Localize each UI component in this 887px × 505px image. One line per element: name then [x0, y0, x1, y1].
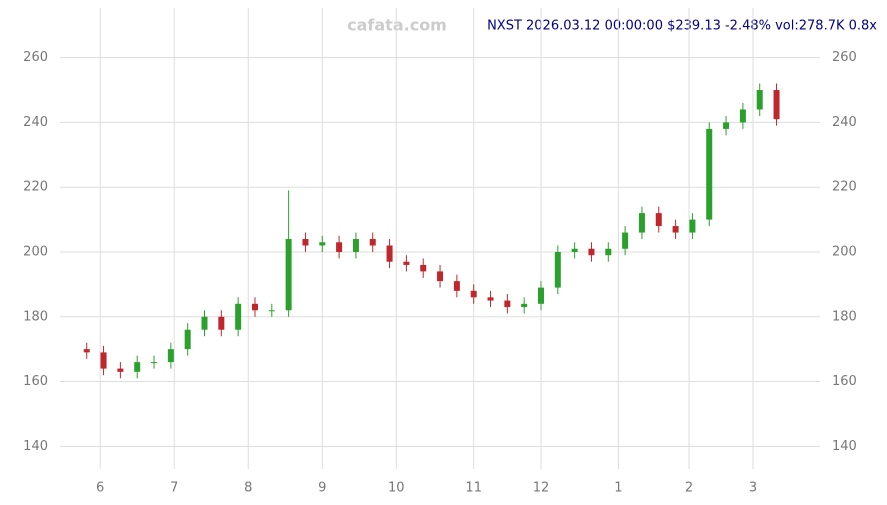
candle-body [117, 368, 124, 372]
candle-body [285, 239, 292, 311]
x-tick-label: 1 [614, 481, 622, 496]
candle-body [571, 248, 578, 252]
y-tick-label-right: 240 [832, 115, 857, 130]
chart-title: NXST 2026.03.12 00:00:00 $239.13 -2.48% … [487, 19, 877, 34]
y-tick-label: 240 [23, 115, 48, 130]
candle-body [487, 297, 494, 301]
candle-body [521, 303, 528, 308]
candle-body [605, 248, 612, 256]
candle-body [638, 213, 645, 233]
candle-body [319, 242, 326, 246]
y-tick-label-right: 160 [832, 374, 857, 389]
candle-body [706, 128, 713, 220]
candle-body [588, 248, 595, 256]
candle-body [437, 271, 444, 282]
y-tick-label-right: 220 [832, 180, 857, 195]
candle-body [689, 219, 696, 233]
candle-body [773, 90, 780, 120]
candle-body [184, 329, 191, 350]
y-tick-label: 260 [23, 50, 48, 65]
candle-body [235, 303, 242, 330]
candle-body [723, 122, 730, 129]
y-tick-label-right: 260 [832, 50, 857, 65]
y-tick-label-right: 200 [832, 244, 857, 259]
candle-body [268, 310, 275, 312]
y-tick-label: 220 [23, 180, 48, 195]
candle-body [369, 239, 376, 246]
y-tick-label: 160 [23, 374, 48, 389]
y-tick-label: 180 [23, 309, 48, 324]
candle-body [739, 109, 746, 123]
x-tick-label: 7 [170, 481, 178, 496]
candle-body [352, 239, 359, 252]
candle-body [201, 316, 208, 330]
y-tick-label: 140 [23, 439, 48, 454]
candle-body [554, 251, 561, 288]
candle-body [167, 349, 174, 363]
candle-body [386, 245, 393, 262]
candle-body [336, 242, 343, 252]
x-tick-label: 8 [244, 481, 252, 496]
candle-body [537, 287, 544, 304]
candle-body [403, 261, 410, 265]
candle-body [134, 362, 141, 372]
candle-body [218, 316, 225, 330]
candle-body [151, 362, 158, 364]
x-tick-label: 3 [749, 481, 757, 496]
watermark: cafata.com [347, 16, 447, 35]
candle-body [100, 352, 107, 369]
y-tick-label-right: 180 [832, 309, 857, 324]
candle-body [251, 303, 258, 311]
x-tick-label: 2 [685, 481, 693, 496]
candle-body [420, 264, 427, 272]
candle-body [470, 290, 477, 298]
candle-body [504, 300, 511, 308]
candle-body [655, 213, 662, 227]
x-tick-label: 9 [318, 481, 326, 496]
candle-body [453, 281, 460, 291]
y-tick-label-right: 140 [832, 439, 857, 454]
y-tick-label: 200 [23, 244, 48, 259]
x-tick-label: 6 [96, 481, 104, 496]
candle-body [302, 239, 309, 246]
x-tick-label: 12 [533, 481, 550, 496]
candle-body [622, 232, 629, 249]
candle-body [672, 226, 679, 233]
candle-body [756, 90, 763, 110]
x-tick-label: 10 [388, 481, 405, 496]
candle-body [83, 349, 90, 353]
x-tick-label: 11 [465, 481, 482, 496]
